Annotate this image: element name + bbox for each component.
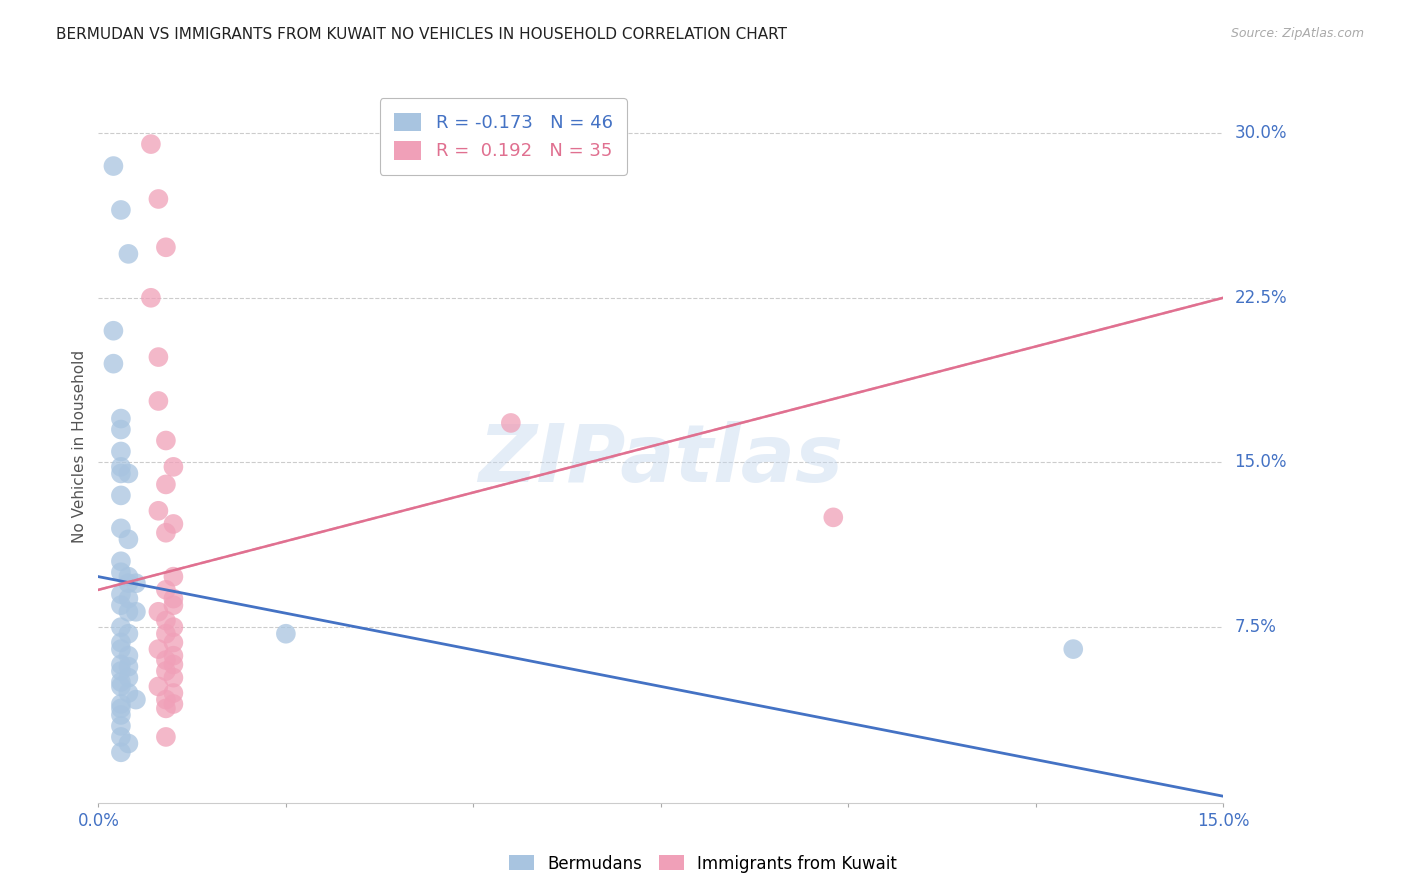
Point xyxy=(162,671,184,685)
Point xyxy=(110,635,132,649)
Point xyxy=(155,434,177,448)
Point xyxy=(117,659,139,673)
Point xyxy=(155,653,177,667)
Point xyxy=(125,605,148,619)
Point xyxy=(148,350,170,364)
Point xyxy=(110,664,132,678)
Legend: R = -0.173   N = 46, R =  0.192   N = 35: R = -0.173 N = 46, R = 0.192 N = 35 xyxy=(380,98,627,175)
Point xyxy=(139,291,162,305)
Point xyxy=(148,680,170,694)
Point xyxy=(110,730,132,744)
Text: 30.0%: 30.0% xyxy=(1234,124,1286,142)
Point xyxy=(117,626,139,640)
Point xyxy=(110,680,132,694)
Point xyxy=(110,587,132,601)
Point xyxy=(1062,642,1084,657)
Point xyxy=(110,675,132,690)
Point xyxy=(110,202,132,217)
Text: Source: ZipAtlas.com: Source: ZipAtlas.com xyxy=(1230,27,1364,40)
Point xyxy=(110,566,132,580)
Point xyxy=(155,582,177,597)
Point xyxy=(103,159,125,173)
Point xyxy=(117,467,139,481)
Point xyxy=(110,657,132,672)
Point xyxy=(117,737,139,751)
Point xyxy=(155,664,177,678)
Point xyxy=(148,192,170,206)
Point xyxy=(155,692,177,706)
Point xyxy=(162,686,184,700)
Point xyxy=(110,488,132,502)
Point xyxy=(110,642,132,657)
Point xyxy=(110,745,132,759)
Point xyxy=(155,626,177,640)
Point xyxy=(110,554,132,568)
Legend: Bermudans, Immigrants from Kuwait: Bermudans, Immigrants from Kuwait xyxy=(502,848,904,880)
Point xyxy=(110,467,132,481)
Point xyxy=(110,620,132,634)
Text: BERMUDAN VS IMMIGRANTS FROM KUWAIT NO VEHICLES IN HOUSEHOLD CORRELATION CHART: BERMUDAN VS IMMIGRANTS FROM KUWAIT NO VE… xyxy=(56,27,787,42)
Point xyxy=(117,576,139,591)
Point xyxy=(110,719,132,733)
Point xyxy=(155,477,177,491)
Point xyxy=(110,701,132,715)
Point xyxy=(125,692,148,706)
Point xyxy=(117,671,139,685)
Point xyxy=(110,697,132,711)
Y-axis label: No Vehicles in Household: No Vehicles in Household xyxy=(72,350,87,542)
Point xyxy=(110,444,132,458)
Point xyxy=(148,394,170,409)
Text: 7.5%: 7.5% xyxy=(1234,618,1277,636)
Point xyxy=(117,591,139,606)
Point xyxy=(162,697,184,711)
Point xyxy=(162,459,184,474)
Text: 15.0%: 15.0% xyxy=(1234,453,1286,472)
Point xyxy=(155,701,177,715)
Point xyxy=(110,521,132,535)
Point xyxy=(117,648,139,663)
Point xyxy=(103,324,125,338)
Point xyxy=(117,686,139,700)
Point xyxy=(117,569,139,583)
Point xyxy=(155,614,177,628)
Point xyxy=(162,591,184,606)
Point xyxy=(162,657,184,672)
Point xyxy=(274,626,297,640)
Point xyxy=(110,459,132,474)
Point xyxy=(162,569,184,583)
Point xyxy=(148,504,170,518)
Point xyxy=(162,516,184,531)
Point xyxy=(110,411,132,425)
Point xyxy=(155,525,177,540)
Point xyxy=(117,605,139,619)
Point xyxy=(162,635,184,649)
Point xyxy=(155,240,177,254)
Point xyxy=(162,620,184,634)
Text: 22.5%: 22.5% xyxy=(1234,289,1286,307)
Point xyxy=(823,510,845,524)
Point xyxy=(125,576,148,591)
Point xyxy=(148,605,170,619)
Point xyxy=(110,423,132,437)
Text: ZIPatlas: ZIPatlas xyxy=(478,421,844,500)
Point xyxy=(117,533,139,547)
Point xyxy=(148,642,170,657)
Point xyxy=(110,708,132,723)
Point xyxy=(162,648,184,663)
Point xyxy=(110,598,132,612)
Point xyxy=(162,598,184,612)
Point xyxy=(103,357,125,371)
Point xyxy=(117,247,139,261)
Point xyxy=(155,730,177,744)
Point xyxy=(499,416,522,430)
Point xyxy=(139,137,162,152)
